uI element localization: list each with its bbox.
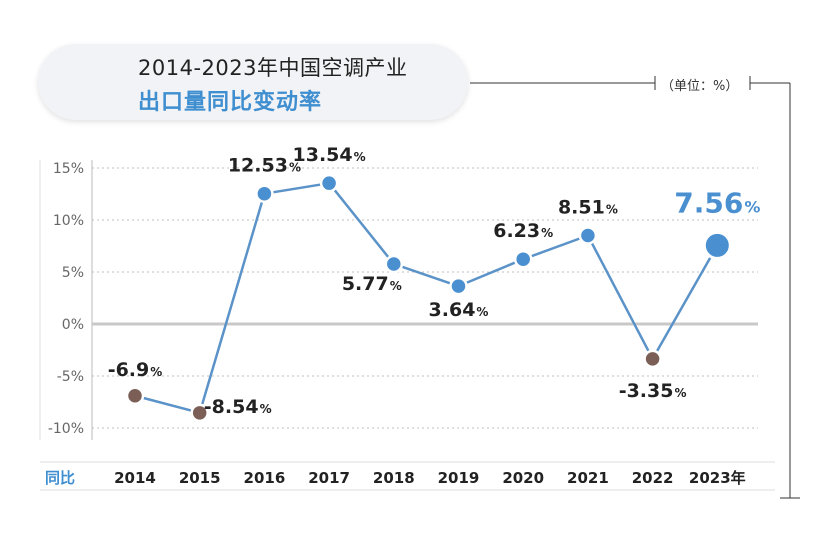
series-line: [134, 181, 719, 415]
title-card: 2014-2023年中国空调产业 出口量同比变动率: [38, 44, 468, 120]
x-tick-label: 2017: [308, 469, 350, 487]
data-point: [384, 254, 404, 274]
y-tick-label: 15%: [53, 161, 84, 177]
y-tick-label: 0%: [62, 317, 84, 333]
data-point: [255, 184, 274, 203]
unit-label: （单位：%）: [661, 79, 739, 94]
y-tick-label: -5%: [57, 369, 84, 385]
data-label: -3.35%: [619, 380, 687, 402]
x-tick-label: 2021: [567, 469, 609, 487]
x-tick-label: 2023年: [689, 469, 746, 487]
data-point: [319, 173, 339, 193]
data-label: -6.9%: [108, 359, 163, 381]
data-label: -8.54%: [204, 396, 272, 418]
data-point: [449, 276, 468, 296]
y-tick-label: -10%: [48, 421, 84, 437]
data-label: 7.56%: [674, 186, 760, 219]
data-label: 12.53%: [228, 155, 301, 177]
x-tick-label: 2020: [502, 469, 544, 487]
x-tick-label: 2016: [244, 469, 286, 487]
data-label: 3.64%: [429, 299, 489, 321]
data-point: [702, 230, 732, 260]
data-label: 13.54%: [293, 144, 366, 166]
chart-subtitle: 出口量同比变动率: [138, 90, 323, 115]
chart-title: 2014-2023年中国空调产业: [138, 56, 408, 80]
y-tick-label: 5%: [62, 265, 84, 281]
data-label: 8.51%: [558, 196, 618, 218]
x-tick-label: 2018: [373, 469, 415, 487]
data-point: [578, 226, 598, 245]
x-tick-label: 2022: [632, 469, 674, 487]
y-tick-label: 10%: [53, 213, 84, 229]
data-label: 6.23%: [493, 220, 553, 242]
x-axis-label: 同比: [45, 469, 75, 487]
data-point: [190, 403, 209, 423]
data-point: [125, 386, 145, 406]
x-tick-label: 2019: [438, 469, 480, 487]
x-tick-label: 2015: [179, 469, 221, 487]
data-point: [513, 249, 533, 269]
data-point: [643, 349, 662, 369]
x-tick-label: 2014: [114, 469, 156, 487]
data-label: 5.77%: [342, 273, 402, 295]
